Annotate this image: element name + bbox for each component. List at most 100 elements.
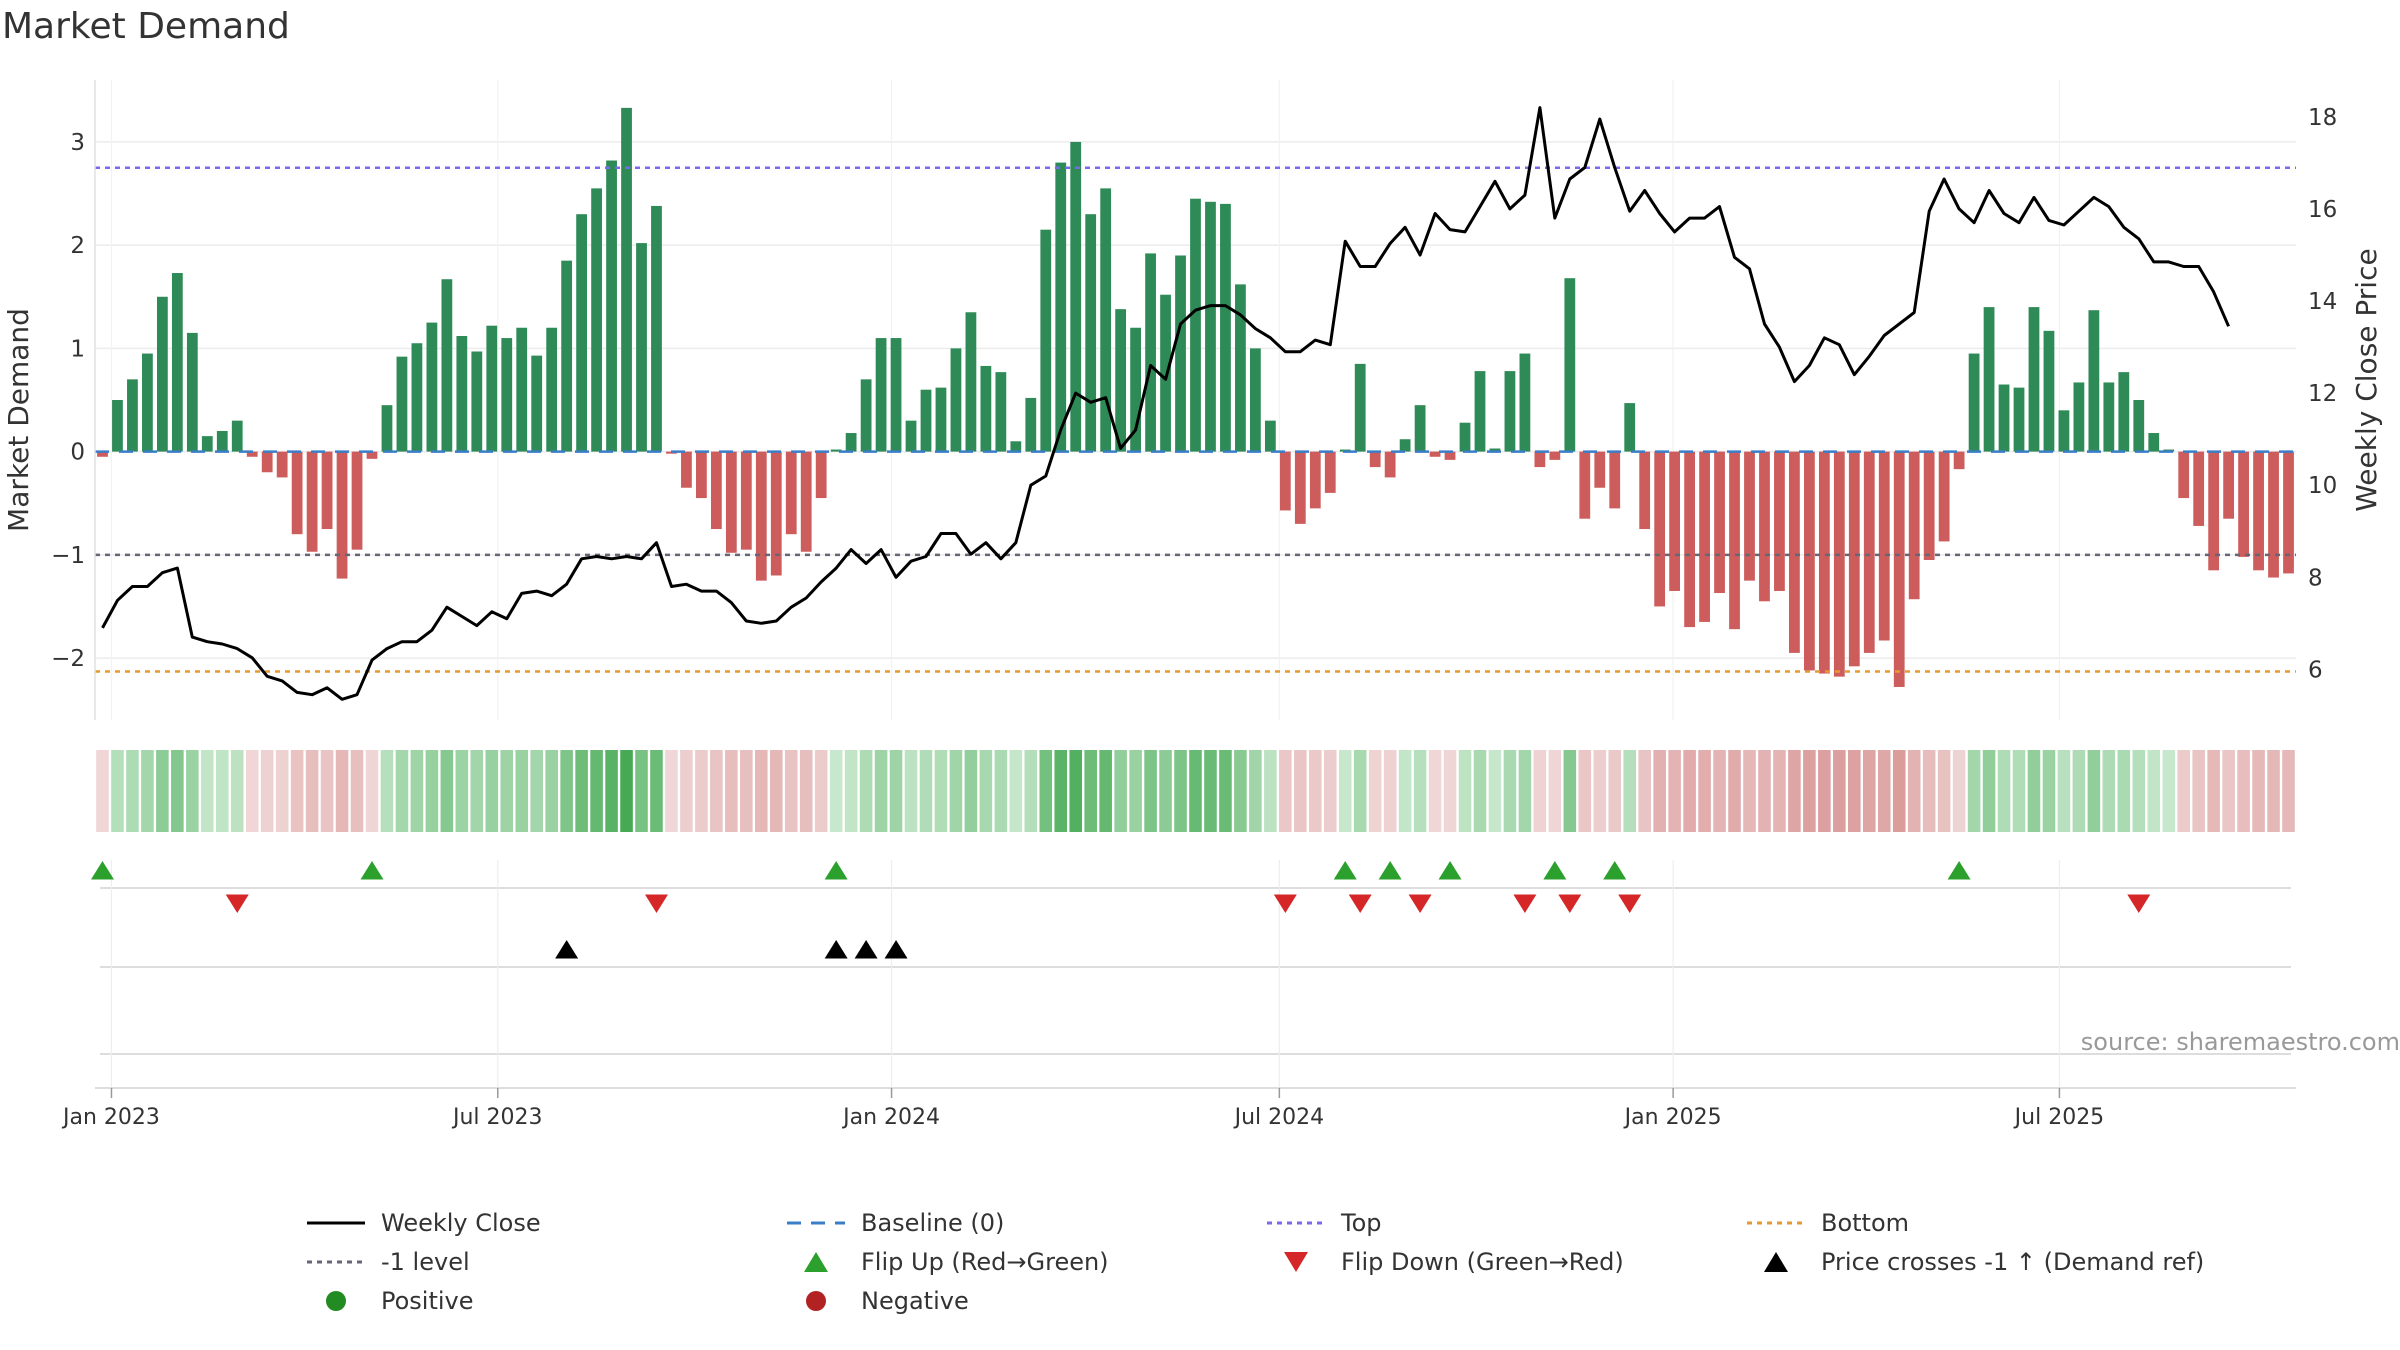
demand-bar — [2178, 451, 2190, 499]
flip-down-marker — [1513, 894, 1537, 913]
demand-bar — [1414, 405, 1426, 452]
demand-bar — [456, 336, 468, 452]
demand-bar — [1699, 451, 1710, 622]
demand-bar — [1863, 451, 1875, 653]
demand-bar — [1309, 451, 1321, 509]
heat-cell — [1279, 750, 1292, 832]
demand-bar — [1998, 384, 2010, 452]
flip-up-marker — [1438, 861, 1462, 880]
heat-cell — [2057, 750, 2071, 832]
demand-bar — [1279, 451, 1291, 511]
demand-bar — [1744, 451, 1755, 581]
heat-cell — [1952, 750, 1966, 832]
demand-bar — [591, 188, 602, 452]
heat-cell — [1264, 750, 1277, 832]
heat-cell — [410, 750, 424, 832]
heat-cell — [215, 750, 229, 832]
demand-bar — [1459, 422, 1471, 452]
demand-bar — [1609, 451, 1621, 509]
heat-cell — [874, 750, 888, 832]
heat-cell — [814, 750, 828, 832]
demand-bar — [516, 327, 528, 452]
demand-bar — [1818, 451, 1830, 674]
cross-minus1-marker — [884, 940, 908, 959]
legend-item: Flip Down (Green→Red) — [1265, 1247, 1624, 1277]
heat-cell — [1548, 750, 1562, 832]
demand-bar — [1294, 451, 1306, 524]
demand-bar — [815, 451, 827, 499]
heat-cell — [695, 750, 708, 832]
heat-cell — [1234, 750, 1247, 832]
demand-bar — [186, 332, 198, 452]
demand-bar — [1010, 441, 1022, 452]
heat-cell — [2237, 750, 2250, 832]
demand-bar — [216, 430, 228, 452]
demand-bar — [321, 451, 333, 530]
demand-bar — [1115, 309, 1127, 452]
demand-bar — [621, 107, 632, 452]
legend-label: Flip Down (Green→Red) — [1341, 1248, 1624, 1276]
legend-item: Top — [1265, 1208, 1382, 1238]
x-tick-label: Jan 2023 — [61, 1105, 160, 1130]
heat-cell — [2267, 750, 2280, 832]
demand-bar — [1145, 253, 1156, 452]
heat-cell — [919, 750, 933, 832]
demand-bar — [1025, 397, 1037, 452]
right-tick-label: 10 — [2308, 473, 2337, 499]
heat-cell — [665, 750, 678, 832]
demand-bar — [306, 451, 318, 552]
heat-cell — [1009, 750, 1023, 832]
demand-bar — [1160, 294, 1171, 452]
heat-cell — [1398, 750, 1412, 832]
demand-bar — [2268, 451, 2279, 578]
demand-bar — [426, 322, 438, 452]
legend-label: Bottom — [1821, 1209, 1910, 1237]
legend-symbol-dot-icon — [1747, 1221, 1805, 1225]
demand-bar — [2088, 310, 2100, 452]
heat-cell — [485, 750, 499, 832]
heat-cell — [1189, 750, 1202, 832]
heat-cell — [171, 750, 184, 832]
heat-cell — [1803, 750, 1816, 832]
demand-bar — [1654, 451, 1666, 607]
flip-down-marker — [1408, 894, 1432, 913]
demand-bar — [770, 451, 782, 576]
heat-cell — [620, 750, 633, 832]
demand-bar — [710, 451, 722, 530]
heat-cell — [1413, 750, 1427, 832]
demand-bar — [1384, 451, 1396, 478]
heat-cell — [305, 750, 319, 832]
demand-bar — [231, 420, 243, 452]
heat-cell — [545, 750, 558, 832]
demand-bar — [336, 451, 348, 579]
demand-bar — [1474, 371, 1486, 452]
heat-cell — [2132, 750, 2146, 832]
heat-cell — [560, 750, 573, 832]
demand-bar — [1354, 363, 1366, 452]
heat-cell — [710, 750, 723, 832]
heat-cell — [964, 750, 978, 832]
heat-cell — [2027, 750, 2041, 832]
flip-down-marker — [225, 894, 249, 913]
heat-cell — [1084, 750, 1097, 832]
heat-cell — [1833, 750, 1846, 832]
demand-bar — [1624, 403, 1636, 452]
demand-bar — [1549, 451, 1561, 460]
heat-cell — [799, 750, 813, 832]
x-tick-label: Jul 2023 — [451, 1105, 543, 1130]
heat-cell — [1892, 750, 1906, 832]
heat-cell — [1907, 750, 1921, 832]
heat-cell — [650, 750, 663, 832]
left-tick-label: 2 — [70, 233, 85, 259]
flip-up-marker — [90, 861, 114, 880]
reference-lines — [95, 166, 2296, 673]
demand-bar — [1774, 451, 1785, 591]
cross-minus1-marker — [824, 940, 848, 959]
heat-cell — [530, 750, 543, 832]
demand-bar — [1369, 451, 1381, 468]
heat-cell — [1338, 750, 1352, 832]
heat-cell — [949, 750, 963, 832]
left-axis-title: Market Demand — [2, 308, 35, 532]
demand-bar — [471, 351, 483, 452]
legend-symbol-line-icon — [307, 1221, 365, 1225]
